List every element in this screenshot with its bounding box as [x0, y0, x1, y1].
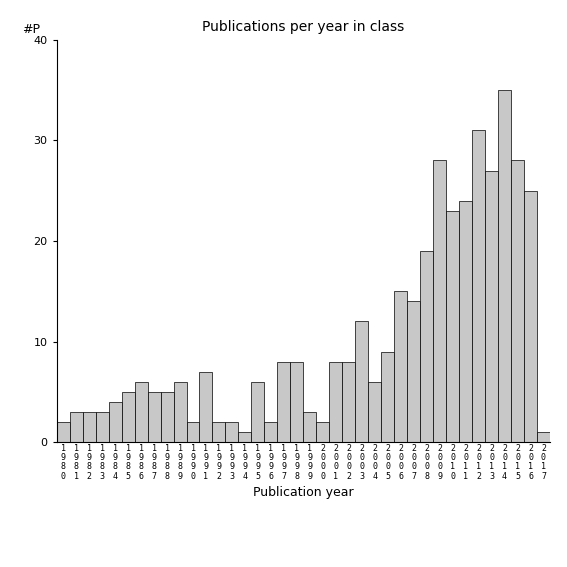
Bar	[407, 302, 420, 442]
Bar	[290, 362, 303, 442]
Text: #P: #P	[22, 23, 40, 36]
Bar	[200, 372, 213, 442]
Bar	[160, 392, 174, 442]
Bar	[239, 432, 251, 442]
Bar	[316, 422, 329, 442]
Bar	[213, 422, 226, 442]
Bar	[420, 251, 433, 442]
Bar	[277, 362, 290, 442]
Bar	[264, 422, 277, 442]
Bar	[329, 362, 342, 442]
Bar	[96, 412, 109, 442]
Bar	[446, 211, 459, 442]
Bar	[303, 412, 316, 442]
Bar	[485, 171, 498, 442]
Bar	[109, 402, 121, 442]
Bar	[511, 160, 524, 442]
Bar	[83, 412, 96, 442]
Bar	[121, 392, 134, 442]
Bar	[498, 90, 511, 442]
Title: Publications per year in class: Publications per year in class	[202, 20, 404, 35]
Bar	[394, 291, 407, 442]
Bar	[433, 160, 446, 442]
Bar	[368, 382, 381, 442]
Bar	[57, 422, 70, 442]
Bar	[174, 382, 187, 442]
Bar	[524, 191, 537, 442]
X-axis label: Publication year: Publication year	[253, 486, 354, 500]
Bar	[251, 382, 264, 442]
Bar	[342, 362, 356, 442]
Bar	[70, 412, 83, 442]
Bar	[537, 432, 550, 442]
Bar	[134, 382, 147, 442]
Bar	[459, 201, 472, 442]
Bar	[381, 352, 394, 442]
Bar	[147, 392, 160, 442]
Bar	[356, 321, 368, 442]
Bar	[226, 422, 239, 442]
Bar	[472, 130, 485, 442]
Bar	[187, 422, 200, 442]
